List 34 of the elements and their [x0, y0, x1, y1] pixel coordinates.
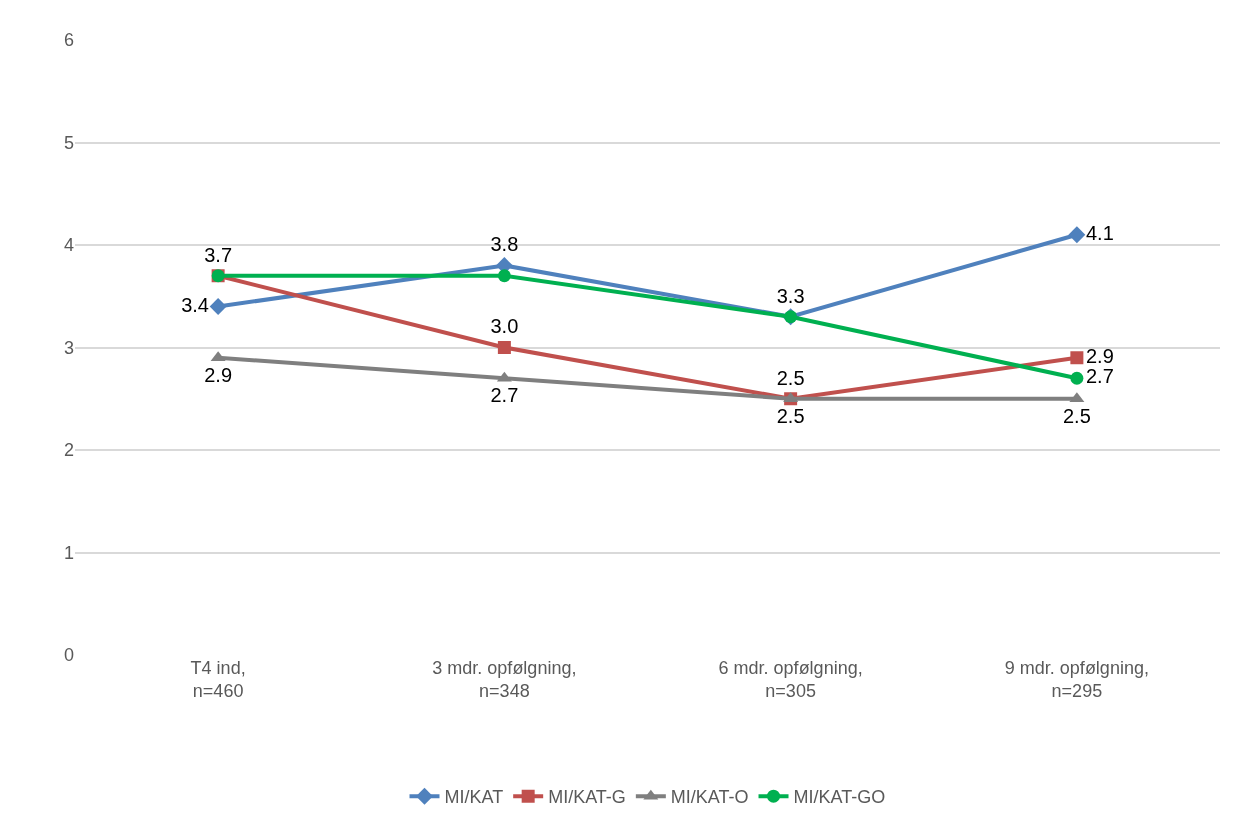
- data-label: 3.4: [181, 293, 210, 316]
- point: [497, 269, 511, 283]
- data-label: 2.7: [490, 384, 519, 407]
- y-tick-label: 5: [63, 132, 74, 153]
- x-tick-label: 6 mdr. opfølgning, n=305: [718, 658, 863, 702]
- point: [1070, 351, 1084, 365]
- legend-label: MI/KAT-O: [670, 787, 749, 808]
- data-label: 2.7: [1086, 365, 1114, 388]
- y-tick-label: 3: [63, 337, 74, 358]
- data-label: 2.9: [204, 363, 233, 386]
- data-label: 3.3: [776, 284, 805, 307]
- data-label: 4.1: [1086, 221, 1114, 244]
- data-label: 3.0: [490, 315, 519, 338]
- point: [1068, 226, 1086, 244]
- point: [209, 298, 227, 315]
- y-tick-label: 4: [63, 235, 74, 256]
- x-tick-label: 3 mdr. opfølgning, n=348: [432, 658, 577, 702]
- y-tick-label: 6: [63, 30, 74, 51]
- x-tick-label: T4 ind, n=460: [190, 658, 246, 702]
- data-label: 2.5: [1062, 404, 1091, 427]
- data-label: 2.5: [776, 366, 805, 389]
- legend-label: MI/KAT: [444, 787, 504, 808]
- data-label: 2.9: [1086, 344, 1114, 367]
- data-label: 2.5: [776, 404, 805, 427]
- data-label: 3.7: [204, 243, 233, 266]
- legend-label: MI/KAT-GO: [793, 787, 886, 808]
- y-tick-label: 1: [63, 542, 74, 563]
- data-label: 3.8: [490, 233, 519, 256]
- legend-label: MI/KAT-G: [548, 787, 626, 808]
- y-tick-label: 0: [63, 645, 74, 666]
- point: [497, 341, 511, 354]
- x-tick-label: 9 mdr. opfølgning, n=295: [1004, 658, 1149, 702]
- y-tick-label: 2: [63, 440, 74, 461]
- point: [1070, 371, 1084, 385]
